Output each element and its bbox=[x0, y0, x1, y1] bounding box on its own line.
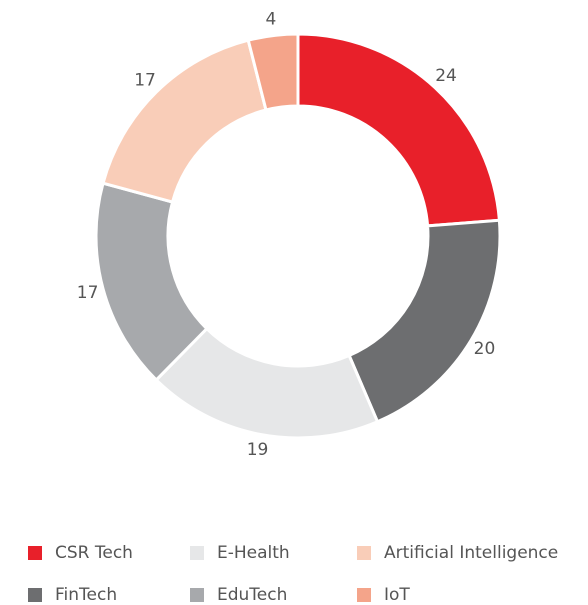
data-label: 17 bbox=[134, 71, 156, 91]
data-label: 4 bbox=[266, 10, 277, 30]
data-label: 24 bbox=[435, 66, 457, 86]
legend-swatch bbox=[190, 546, 204, 560]
legend-swatch bbox=[357, 546, 371, 560]
legend-label: CSR Tech bbox=[55, 543, 133, 563]
legend-label: EduTech bbox=[217, 585, 287, 605]
slice bbox=[296, 32, 502, 228]
legend-swatch bbox=[190, 588, 204, 602]
legend-swatch bbox=[28, 546, 42, 560]
legend-label: Artificial Intelligence bbox=[384, 543, 558, 563]
data-label: 17 bbox=[77, 283, 99, 303]
data-label: 20 bbox=[474, 339, 496, 359]
legend-swatch bbox=[357, 588, 371, 602]
data-label: 19 bbox=[247, 440, 269, 460]
legend-label: IoT bbox=[384, 585, 410, 605]
slice bbox=[101, 38, 268, 204]
slice bbox=[246, 32, 300, 112]
legend-label: E-Health bbox=[217, 543, 290, 563]
legend-label: FinTech bbox=[55, 585, 117, 605]
legend-swatch bbox=[28, 588, 42, 602]
slice bbox=[347, 218, 502, 424]
